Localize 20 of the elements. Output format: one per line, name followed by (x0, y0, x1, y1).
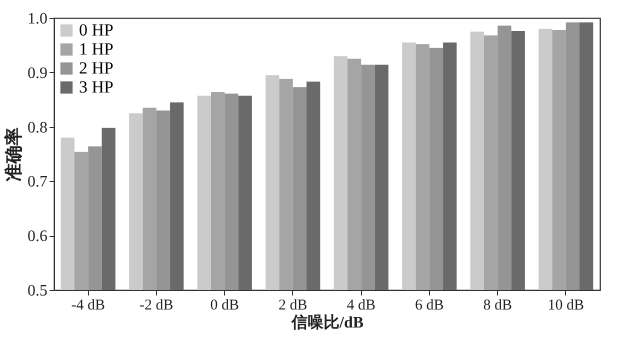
legend-label: 1 HP (79, 40, 114, 58)
legend-label: 0 HP (79, 20, 114, 40)
x-tick-label: 4 dB (346, 298, 376, 314)
x-axis-title: 信噪比/dB (290, 314, 364, 332)
x-tick-label: 6 dB (414, 298, 444, 314)
y-axis-title: 准确率 (4, 128, 24, 182)
y-tick-label: 0.9 (28, 64, 48, 82)
y-tick-label: 0.5 (28, 282, 48, 300)
x-tick-label: -4 dB (71, 298, 105, 314)
y-tick-label: 0.6 (28, 228, 48, 246)
x-tick-label: 0 dB (210, 298, 240, 314)
x-tick-label: 10 dB (548, 298, 584, 314)
legend-label: 2 HP (79, 58, 114, 78)
legend-label: 3 HP (79, 78, 114, 96)
y-tick-label: 0.7 (28, 174, 48, 191)
y-tick-label: 1.0 (28, 10, 48, 28)
x-tick-label: -2 dB (140, 298, 174, 314)
x-tick-label: 2 dB (278, 298, 308, 314)
y-tick-label: 0.8 (28, 119, 48, 136)
x-tick-label: 8 dB (483, 298, 512, 314)
